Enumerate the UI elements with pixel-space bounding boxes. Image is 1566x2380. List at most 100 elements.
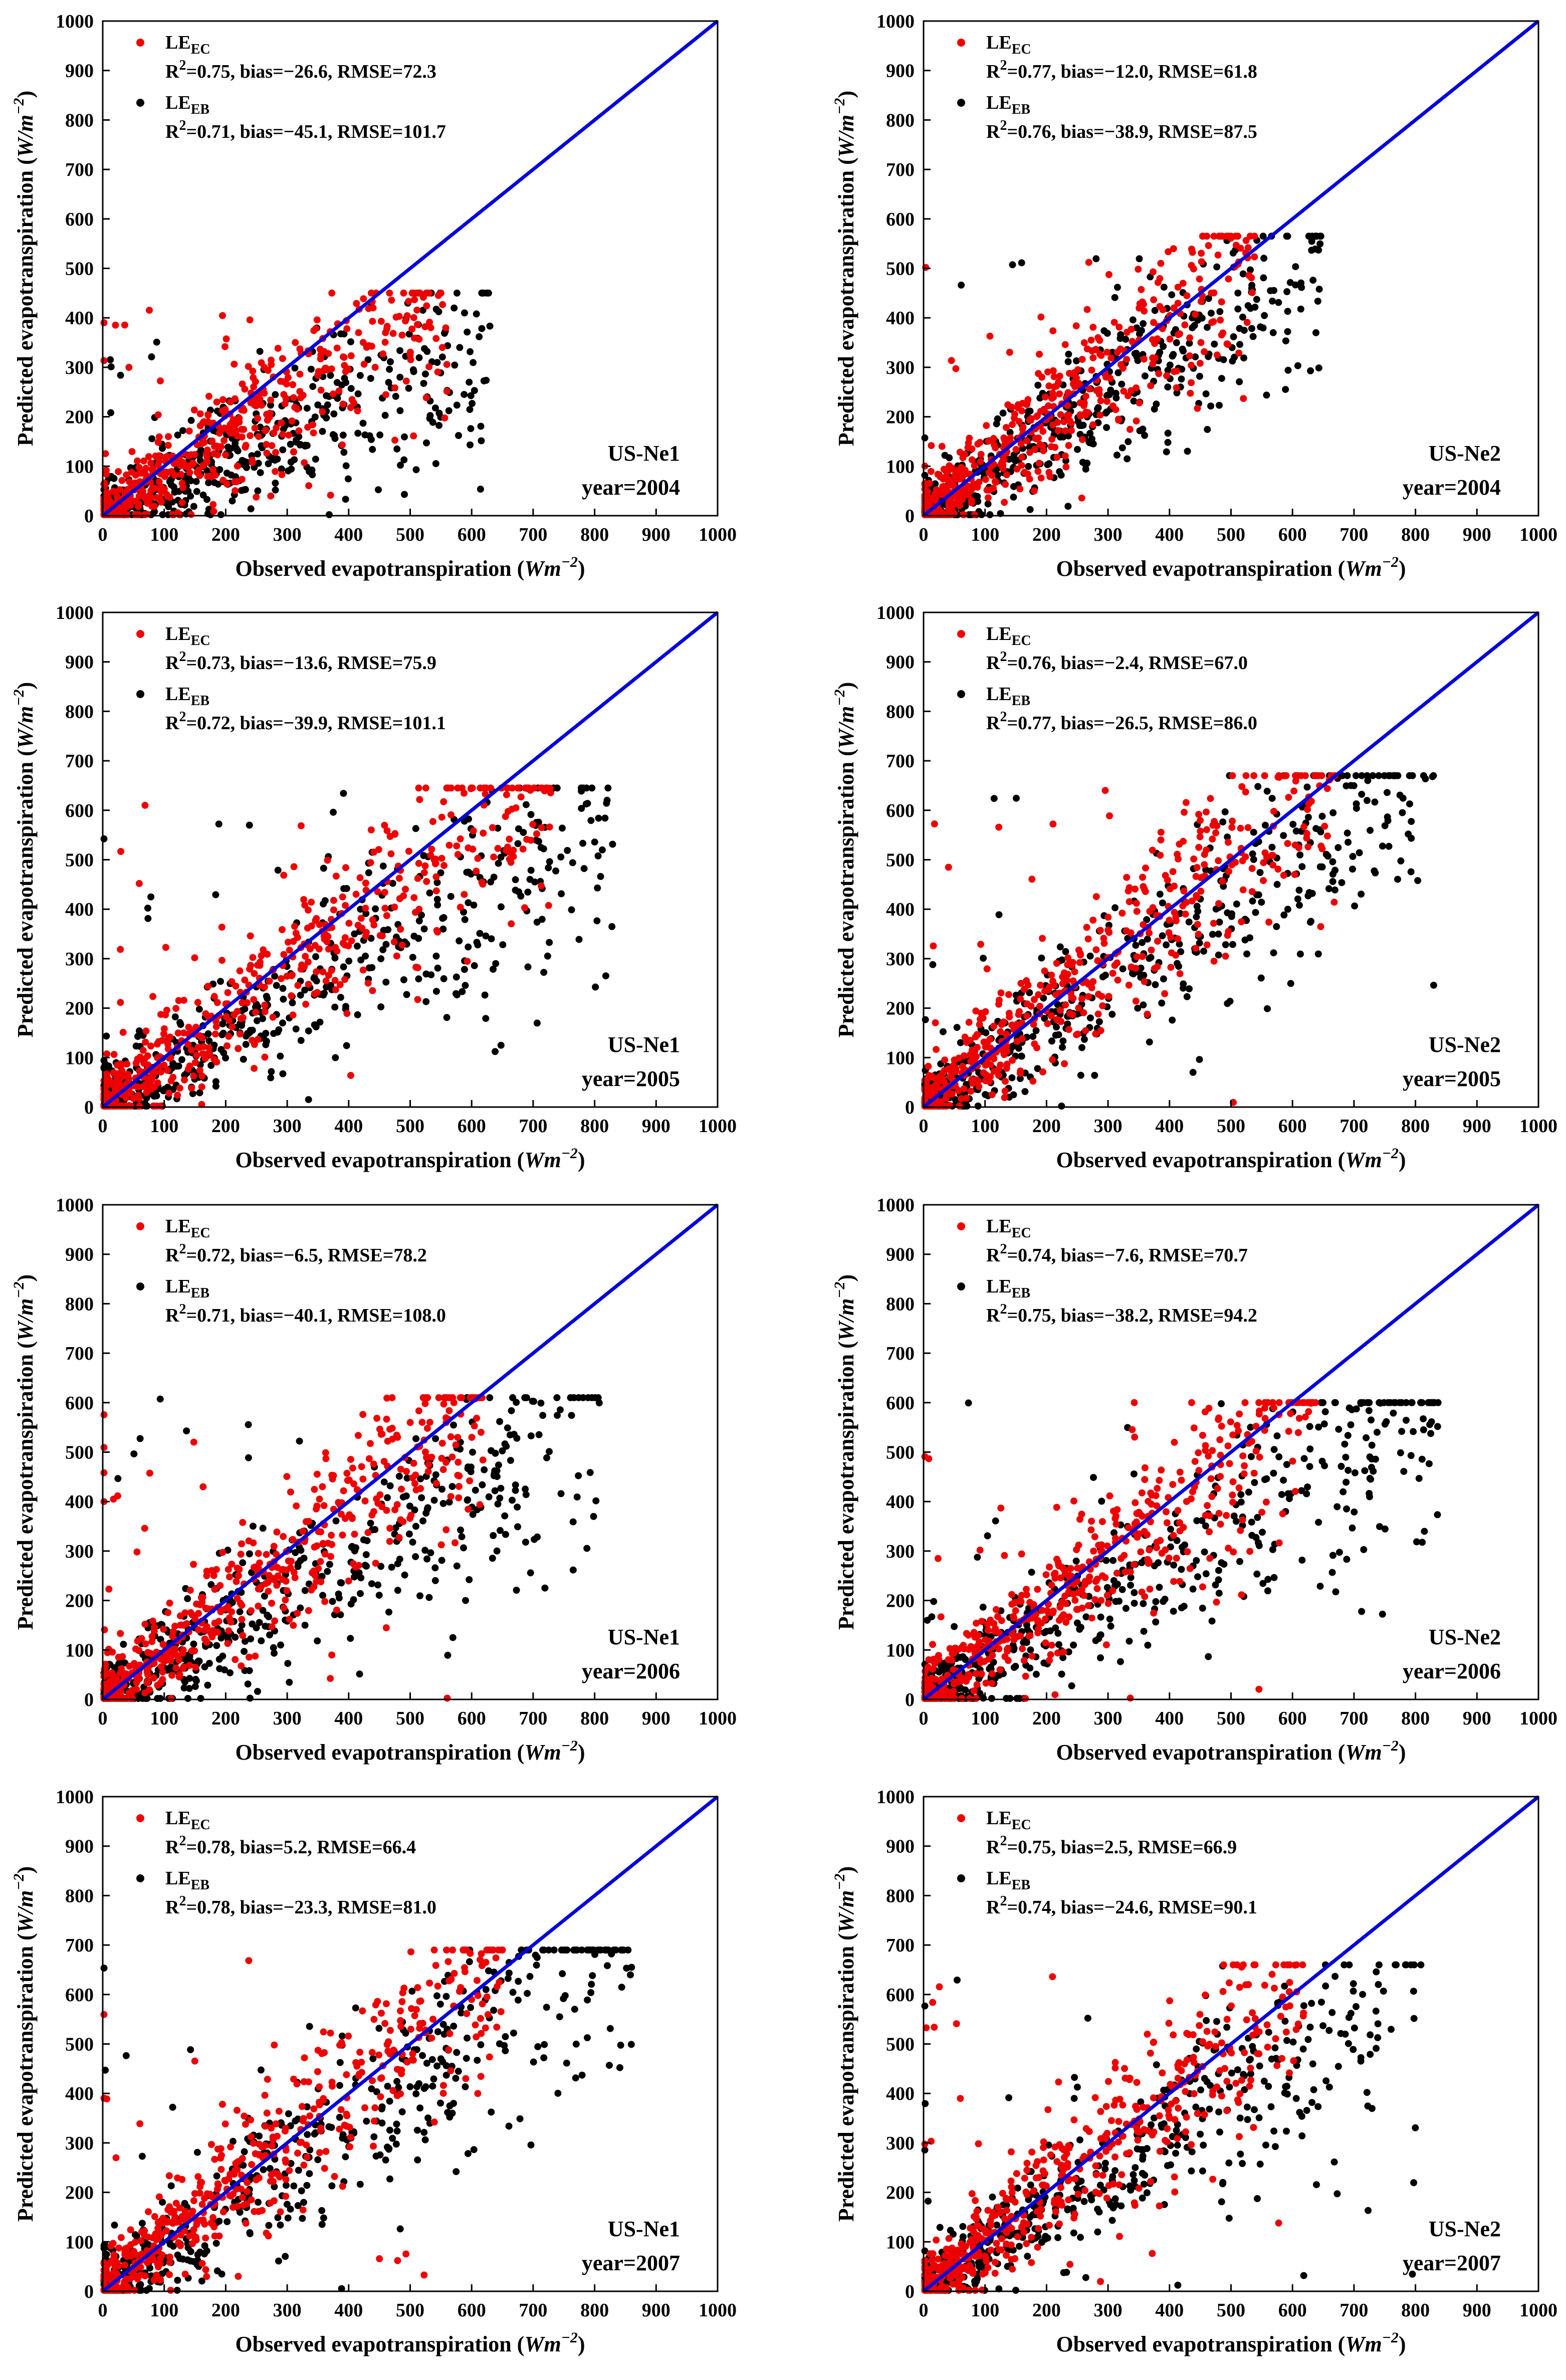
point-eb xyxy=(1248,325,1255,332)
point-eb xyxy=(288,466,295,473)
x-tick-label: 800 xyxy=(1401,524,1430,545)
point-ec xyxy=(304,925,311,932)
point-ec xyxy=(177,471,184,478)
y-axis-label-text: Predicted evapotranspiration ( xyxy=(13,749,38,1037)
point-ec xyxy=(415,906,422,913)
point-ec xyxy=(175,997,182,1004)
x-axis-unit-exp: −2 xyxy=(561,1145,578,1162)
point-ec xyxy=(1215,252,1222,259)
point-ec xyxy=(232,421,239,428)
point-eb xyxy=(355,390,362,397)
point-ec xyxy=(1189,898,1196,905)
y-tick-label: 300 xyxy=(886,949,915,970)
point-ec xyxy=(148,1076,155,1084)
point-ec xyxy=(1011,410,1018,417)
point-ec xyxy=(1066,1010,1073,1017)
point-eb xyxy=(459,1533,466,1540)
point-eb xyxy=(1179,346,1186,353)
point-eb xyxy=(434,902,441,909)
point-ec xyxy=(1304,806,1311,813)
point-ec xyxy=(391,437,398,444)
point-ec xyxy=(282,400,289,407)
point-ec xyxy=(252,424,259,431)
point-ec xyxy=(987,1061,994,1068)
point-eb xyxy=(479,1481,486,1488)
y-tick-label: 0 xyxy=(84,506,94,527)
site-label: US-Ne2 xyxy=(1429,1032,1501,1057)
point-ec xyxy=(1036,460,1043,467)
point-ec xyxy=(1250,772,1257,779)
point-eb xyxy=(357,1574,364,1581)
point-ec xyxy=(333,873,340,880)
data-points xyxy=(922,233,1324,518)
point-ec xyxy=(1124,329,1131,336)
point-ec xyxy=(222,406,229,413)
point-ec xyxy=(455,851,462,858)
point-eb xyxy=(922,435,929,442)
point-ec xyxy=(156,434,163,441)
x-tick-label: 800 xyxy=(580,1116,609,1137)
point-ec xyxy=(353,891,360,898)
point-ec xyxy=(160,1062,167,1069)
point-eb xyxy=(1180,980,1187,987)
point-ec xyxy=(1064,954,1071,961)
point-eb xyxy=(489,1555,496,1562)
point-eb xyxy=(1096,1018,1103,1025)
point-ec xyxy=(328,967,335,974)
point-ec xyxy=(1198,339,1205,346)
point-ec xyxy=(347,1072,354,1079)
point-ec xyxy=(165,1090,172,1097)
legend-stats-ec: R2=0.73, bias=−13.6, RMSE=75.9 xyxy=(165,649,436,674)
y-axis-label: Predicted evapotranspiration (W/m−2) xyxy=(831,682,858,1037)
x-tick-label: 0 xyxy=(919,524,929,545)
point-eb xyxy=(326,511,333,518)
point-eb xyxy=(515,840,522,847)
point-ec xyxy=(1103,398,1110,405)
x-axis-label-text: Observed evapotranspiration ( xyxy=(235,556,524,581)
x-tick-label: 100 xyxy=(150,524,178,545)
point-eb xyxy=(213,1642,220,1649)
point-ec xyxy=(1239,857,1246,864)
point-ec xyxy=(1048,1012,1055,1019)
point-eb xyxy=(420,380,427,387)
point-eb xyxy=(178,1056,185,1063)
point-eb xyxy=(311,975,318,982)
point-eb xyxy=(405,385,412,392)
point-ec xyxy=(1133,998,1140,1005)
point-eb xyxy=(1224,909,1231,916)
point-ec xyxy=(514,784,521,791)
legend-marker-eb xyxy=(957,690,965,698)
point-eb xyxy=(1048,1037,1055,1044)
point-ec xyxy=(243,442,250,449)
point-ec xyxy=(454,784,461,791)
point-ec xyxy=(342,864,349,871)
point-eb xyxy=(1222,808,1229,815)
y-tick-label: 800 xyxy=(886,701,915,722)
point-eb xyxy=(1245,302,1252,309)
point-eb xyxy=(319,428,326,435)
point-eb xyxy=(196,1006,203,1013)
point-ec xyxy=(1248,274,1255,281)
point-ec xyxy=(1175,284,1182,291)
legend-marker-ec xyxy=(136,630,144,638)
point-eb xyxy=(357,957,364,964)
point-ec xyxy=(1139,874,1146,881)
point-eb xyxy=(1283,288,1290,295)
x-tick-label: 1000 xyxy=(1519,1116,1557,1137)
point-ec xyxy=(1166,917,1173,924)
point-eb xyxy=(435,422,442,429)
point-eb xyxy=(575,1394,582,1401)
point-eb xyxy=(462,982,469,989)
point-ec xyxy=(198,1084,205,1091)
point-ec xyxy=(1031,446,1038,453)
point-eb xyxy=(522,1539,529,1546)
point-ec xyxy=(1126,982,1133,989)
point-ec xyxy=(149,485,156,492)
point-ec xyxy=(165,433,172,440)
point-eb xyxy=(105,1062,112,1069)
point-ec xyxy=(301,963,308,970)
point-eb xyxy=(479,290,486,297)
point-eb xyxy=(333,1518,340,1525)
